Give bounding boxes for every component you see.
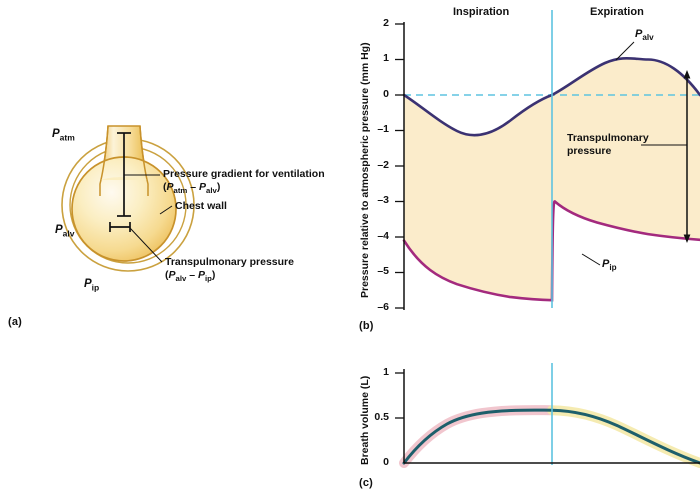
panel-b-pressure-chart: Pressure relative to atmospheric pressur… bbox=[345, 0, 700, 345]
leader-chest-wall bbox=[159, 205, 173, 215]
panel-a-alveolus-diagram: Patm Palv Pip Pressure gradient for vent… bbox=[0, 0, 345, 340]
label-p-ip: Pip bbox=[84, 278, 100, 293]
leader-transpulmonary bbox=[129, 227, 163, 263]
callout-chest-wall: Chest wall bbox=[175, 200, 227, 213]
callout-pressure-gradient: Pressure gradient for ventilation (Patm … bbox=[163, 168, 325, 195]
panel-b-ytick-neg3: –3 bbox=[377, 194, 389, 206]
phase-label-expiration: Expiration bbox=[590, 6, 644, 18]
transpulmonary-arrow-head-top bbox=[683, 70, 691, 79]
transpulmonary-annotation-line2: pressure bbox=[567, 144, 612, 157]
curve-label-p-ip: Pip bbox=[602, 258, 617, 273]
inspiration-glow bbox=[399, 405, 557, 468]
label-p-atm: Patm bbox=[52, 128, 75, 143]
transpulmonary-annotation: Transpulmonary pressure bbox=[567, 132, 649, 157]
callout-transpulmonary: Transpulmonary pressure (Palv – Pip) bbox=[165, 256, 294, 283]
callout-transpulmonary-line1: Transpulmonary pressure bbox=[165, 256, 294, 268]
transpulmonary-annotation-line1: Transpulmonary bbox=[567, 132, 649, 144]
panel-c-letter: (c) bbox=[359, 477, 374, 489]
phase-label-inspiration: Inspiration bbox=[453, 6, 510, 18]
panel-b-ytick-neg1: –1 bbox=[377, 123, 389, 135]
neck-right-edge bbox=[139, 125, 149, 196]
panel-b-ytick-0: 0 bbox=[383, 88, 389, 100]
neck-left-edge bbox=[99, 125, 109, 196]
panel-c-ytick-0: 0 bbox=[383, 456, 389, 468]
chest-wall-outline bbox=[61, 138, 195, 272]
callout-transpulmonary-line2: (Palv – Pip) bbox=[165, 269, 216, 284]
panel-b-ytick-neg5: –5 bbox=[377, 265, 389, 277]
panel-c-ytick-half: 0.5 bbox=[374, 411, 389, 423]
p-ip-curve bbox=[402, 200, 700, 302]
label-p-alv: Palv bbox=[55, 224, 75, 239]
callout-pressure-gradient-line1: Pressure gradient for ventilation bbox=[163, 168, 325, 180]
panel-b-ytick-neg4: –4 bbox=[377, 230, 389, 242]
p-alv-label-leader bbox=[615, 41, 635, 61]
curve-label-p-alv: Palv bbox=[635, 28, 654, 43]
callout-pressure-gradient-line2: (Patm – Palv) bbox=[163, 181, 221, 196]
panel-b-ytick-neg2: –2 bbox=[377, 159, 389, 171]
panel-b-ytick-neg6: –6 bbox=[377, 301, 389, 313]
panel-a-letter: (a) bbox=[8, 316, 23, 328]
transpulmonary-arrow-head-bottom bbox=[683, 234, 691, 243]
callout-chest-wall-line1: Chest wall bbox=[175, 200, 227, 212]
panel-b-ytick-1: 1 bbox=[383, 52, 389, 64]
panel-c-volume-chart: Breath volume (L) 1 0.5 0 (c) bbox=[345, 345, 700, 502]
alveolus-svg bbox=[61, 125, 195, 272]
breath-volume-curve bbox=[402, 408, 700, 465]
p-ip-label-leader bbox=[581, 253, 601, 266]
panel-b-letter: (b) bbox=[359, 320, 374, 332]
panel-c-ytick-1: 1 bbox=[383, 366, 389, 378]
panel-c-svg bbox=[395, 363, 700, 468]
panel-b-ytick-2: 2 bbox=[383, 17, 389, 29]
panel-b-svg bbox=[395, 10, 700, 310]
